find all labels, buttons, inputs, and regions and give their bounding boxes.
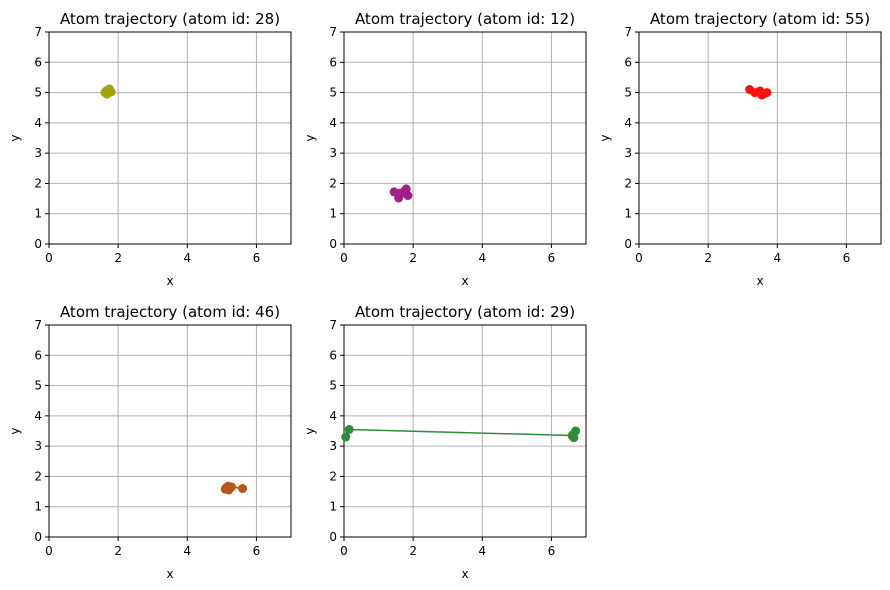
y-tick-label: 3: [34, 439, 42, 453]
y-axis-label: y: [303, 134, 317, 141]
chart-title: Atom trajectory (atom id: 12): [355, 10, 575, 28]
x-tick-label: 4: [773, 251, 781, 265]
y-tick-label: 0: [34, 530, 42, 544]
y-tick-label: 7: [329, 318, 337, 332]
y-tick-label: 7: [329, 25, 337, 39]
x-axis-label: x: [166, 274, 173, 288]
x-tick-label: 2: [409, 251, 417, 265]
chart-title: Atom trajectory (atom id: 55): [650, 10, 870, 28]
y-tick-label: 4: [34, 116, 42, 130]
y-tick-label: 6: [34, 55, 42, 69]
x-tick-label: 2: [409, 544, 417, 558]
trajectory-point: [400, 186, 409, 196]
chart-title: Atom trajectory (atom id: 28): [60, 10, 280, 28]
y-tick-label: 1: [329, 500, 337, 514]
y-tick-label: 4: [329, 116, 337, 130]
x-tick-label: 4: [183, 544, 191, 558]
x-tick-label: 0: [635, 251, 643, 265]
y-axis-label: y: [8, 134, 22, 141]
y-tick-label: 1: [34, 207, 42, 221]
y-tick-label: 3: [329, 439, 337, 453]
y-tick-label: 5: [329, 379, 337, 393]
x-tick-label: 6: [843, 251, 851, 265]
x-tick-label: 2: [704, 251, 712, 265]
chart-title: Atom trajectory (atom id: 46): [60, 303, 280, 321]
x-tick-label: 6: [253, 251, 261, 265]
x-tick-label: 0: [340, 544, 348, 558]
y-tick-label: 4: [624, 116, 632, 130]
y-tick-label: 7: [34, 25, 42, 39]
x-axis-label: x: [756, 274, 763, 288]
y-tick-label: 4: [329, 409, 337, 423]
y-tick-label: 7: [34, 318, 42, 332]
trajectory-point: [568, 430, 578, 440]
x-tick-label: 0: [45, 544, 53, 558]
y-tick-label: 3: [329, 146, 337, 160]
x-tick-label: 6: [253, 544, 261, 558]
x-axis-label: x: [166, 567, 173, 581]
y-tick-label: 1: [34, 500, 42, 514]
trajectory-line: [345, 428, 577, 440]
axes-frame: [48, 31, 292, 245]
x-tick-label: 2: [114, 544, 122, 558]
y-tick-label: 0: [329, 530, 337, 544]
x-axis-label: x: [461, 274, 468, 288]
y-tick-label: 2: [34, 469, 42, 483]
y-tick-label: 2: [329, 469, 337, 483]
y-tick-label: 5: [329, 86, 337, 100]
x-axis-label: x: [461, 567, 468, 581]
subplot-3: 0 2 4 6 0 1 2 3 4 5 6 7 Atom trajectory (atom id: 55…: [598, 10, 882, 288]
chart-title: Atom trajectory (atom id: 29): [355, 303, 575, 321]
y-tick-label: 0: [624, 237, 632, 251]
axes-frame: [343, 31, 587, 245]
subplot-1: 0 2 4 6 0 1 2 3 4 5 6 7 Atom trajectory (atom id: 28…: [8, 10, 292, 288]
y-tick-label: 4: [34, 409, 42, 423]
y-tick-label: 1: [624, 207, 632, 221]
trajectory-point: [344, 424, 354, 434]
y-tick-label: 6: [329, 348, 337, 362]
axes-frame: [343, 324, 587, 538]
x-tick-label: 4: [478, 544, 486, 558]
y-tick-label: 5: [34, 86, 42, 100]
y-tick-label: 5: [34, 379, 42, 393]
x-tick-label: 6: [548, 544, 556, 558]
y-axis-label: y: [8, 427, 22, 434]
x-tick-label: 0: [340, 251, 348, 265]
y-tick-label: 6: [624, 55, 632, 69]
axes-frame: [638, 31, 882, 245]
trajectory-point: [220, 484, 230, 494]
subplot-5: 0 2 4 6 0 1 2 3 4 5 6 7 Atom trajectory (atom id: 29…: [303, 303, 587, 581]
subplot-2: 0 2 4 6 0 1 2 3 4 5 6 7 Atom trajectory (atom id: 12…: [303, 10, 587, 288]
y-tick-label: 6: [329, 55, 337, 69]
y-axis-label: y: [303, 427, 317, 434]
y-tick-label: 2: [34, 176, 42, 190]
trajectory-point: [238, 484, 248, 494]
y-tick-label: 7: [624, 25, 632, 39]
y-axis-label: y: [598, 134, 612, 141]
y-tick-label: 5: [624, 86, 632, 100]
y-tick-label: 2: [624, 176, 632, 190]
y-tick-label: 2: [329, 176, 337, 190]
trajectory-point: [753, 87, 763, 97]
subplot-4: 0 2 4 6 0 1 2 3 4 5 6 7 Atom trajectory (atom id: 46…: [8, 303, 292, 581]
y-tick-label: 0: [329, 237, 337, 251]
x-tick-label: 6: [548, 251, 556, 265]
y-tick-label: 3: [34, 146, 42, 160]
x-tick-label: 2: [114, 251, 122, 265]
trajectory-point: [341, 432, 351, 442]
y-tick-label: 6: [34, 348, 42, 362]
trajectory-point: [102, 89, 112, 99]
y-tick-label: 0: [34, 237, 42, 251]
axes-frame: [48, 324, 292, 538]
x-tick-label: 0: [45, 251, 53, 265]
x-tick-label: 4: [478, 251, 486, 265]
x-tick-label: 4: [183, 251, 191, 265]
y-tick-label: 1: [329, 207, 337, 221]
trajectory-point: [394, 193, 404, 203]
y-tick-label: 3: [624, 146, 632, 160]
